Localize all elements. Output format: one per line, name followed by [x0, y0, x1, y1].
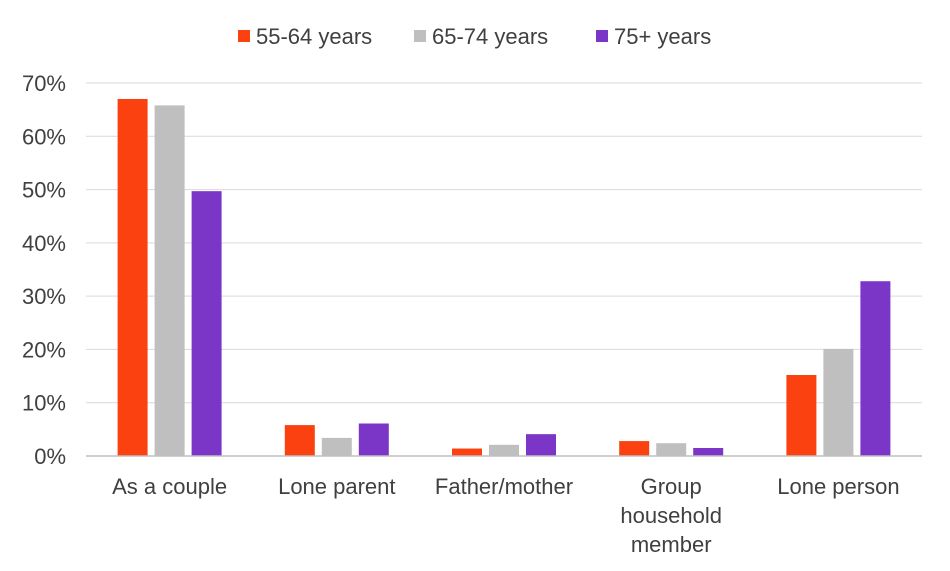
x-category-label-line: Lone person: [777, 474, 899, 499]
bar: [526, 434, 556, 456]
legend: 55-64 years 65-74 years 75+ years: [238, 24, 711, 49]
y-tick-label: 60%: [22, 124, 66, 149]
y-tick-label: 50%: [22, 178, 66, 203]
x-category-label-line: household: [620, 503, 722, 528]
x-category-label: As a couple: [112, 474, 227, 499]
x-category-label-line: Lone parent: [278, 474, 395, 499]
legend-label: 75+ years: [614, 24, 711, 49]
legend-label: 65-74 years: [432, 24, 548, 49]
legend-swatch: [238, 30, 250, 42]
y-tick-label: 30%: [22, 284, 66, 309]
x-category-label: Lone person: [777, 474, 899, 499]
bar: [823, 348, 854, 456]
bar: [191, 191, 222, 457]
bar: [656, 443, 687, 456]
bar: [693, 448, 724, 456]
x-category-label-line: Group: [641, 474, 702, 499]
bar: [786, 375, 817, 456]
x-category-label-line: Father/mother: [435, 474, 573, 499]
bar: [321, 437, 352, 456]
legend-swatch: [414, 30, 426, 42]
y-tick-label: 20%: [22, 337, 66, 362]
x-category-label-line: As a couple: [112, 474, 227, 499]
y-tick-label: 40%: [22, 231, 66, 256]
bar: [489, 444, 519, 456]
x-category-label: Lone parent: [278, 474, 395, 499]
bar: [117, 98, 148, 456]
x-category-label: Father/mother: [435, 474, 573, 499]
bar: [358, 423, 389, 456]
legend-label: 55-64 years: [256, 24, 372, 49]
bar: [284, 425, 315, 456]
y-tick-label: 0%: [34, 444, 66, 469]
x-category-label: Group household member: [620, 474, 722, 557]
y-tick-label: 70%: [22, 71, 66, 96]
y-tick-label: 10%: [22, 391, 66, 416]
x-category-label-line: member: [631, 532, 712, 557]
bars: [117, 98, 891, 457]
bar: [452, 448, 482, 456]
bar: [860, 281, 891, 456]
legend-swatch: [596, 30, 608, 42]
x-axis: As a couple Lone parent Father/mother Group…: [86, 455, 922, 557]
bar: [619, 441, 650, 456]
gridlines: [86, 82, 922, 404]
bar: [154, 105, 185, 456]
y-axis: 0% 10% 20% 30% 40% 50% 60% 70%: [22, 71, 66, 469]
